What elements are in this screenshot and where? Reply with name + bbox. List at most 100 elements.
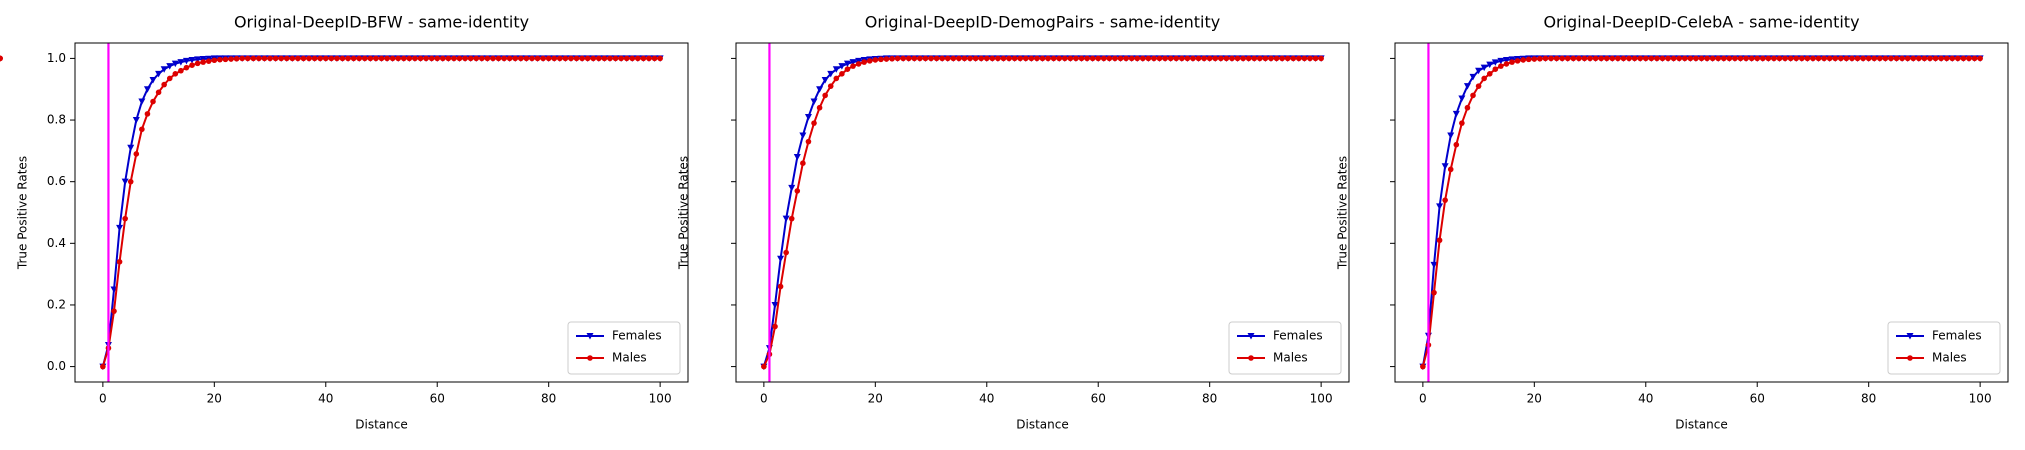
marker [182,57,190,65]
marker [1234,55,1241,62]
marker [1481,75,1487,82]
marker [1229,55,1235,62]
marker [133,151,140,157]
marker [1223,55,1230,62]
marker [1754,55,1761,62]
marker [189,62,195,68]
marker [373,55,379,62]
marker [933,55,940,62]
plot-frame [74,42,689,383]
marker [1637,55,1643,62]
marker [1184,55,1191,62]
y-tick-label: 0.6 [47,174,66,188]
marker [1576,55,1582,62]
marker [1938,55,1944,62]
marker [194,60,201,67]
y-tick-label: 0.4 [47,236,66,250]
legend-marker [1248,355,1254,361]
marker [1732,55,1738,62]
marker [1470,92,1476,99]
marker [657,55,663,62]
marker [799,132,807,139]
marker [400,55,407,62]
marker [623,55,630,62]
chart-title: Original-DeepID-DemogPairs - same-identi… [865,13,1220,32]
marker [1681,55,1688,62]
marker [1916,55,1922,62]
marker [1960,55,1967,62]
marker [1838,55,1844,62]
marker [601,55,608,62]
marker [1553,55,1560,62]
marker [1290,55,1297,62]
marker [1955,55,1961,62]
marker [1927,55,1933,62]
marker [445,55,452,62]
marker [490,55,496,62]
marker [1167,55,1174,62]
marker [551,55,558,62]
marker [849,59,857,66]
marker [367,55,374,62]
marker [155,89,162,96]
marker [1620,55,1627,62]
marker [1882,55,1889,62]
marker [782,215,790,223]
marker [816,104,823,111]
marker [928,55,934,62]
marker [972,55,979,62]
marker [1821,55,1827,62]
marker [1693,55,1699,62]
marker [1832,55,1839,62]
marker [1452,110,1460,118]
y-axis-label: True Positive Rates [16,156,30,270]
marker [161,81,167,88]
marker [289,55,296,62]
marker [866,58,873,64]
marker [794,188,801,194]
marker [127,178,134,185]
y-axis-label: True Positive Rates [677,156,691,270]
marker [295,55,301,62]
marker [529,55,535,62]
marker [506,55,513,62]
marker [1312,55,1319,62]
marker [188,56,196,64]
x-tick-label: 40 [318,392,333,406]
marker [1201,55,1207,62]
x-axis-label: Distance [355,418,407,432]
marker [1061,55,1068,62]
y-tick-label: 0.8 [47,113,66,127]
chart-title: Original-DeepID-BFW - same-identity [234,13,529,32]
marker [1877,55,1883,62]
marker [1084,55,1090,62]
marker [1865,55,1872,62]
marker [800,160,806,166]
marker [1151,55,1157,62]
marker [116,259,123,265]
marker [199,56,207,63]
data-line [1421,57,1981,367]
marker [1206,55,1213,62]
marker [1240,55,1246,62]
x-tick-label: 100 [1310,392,1333,406]
marker [127,144,135,152]
marker [1782,55,1788,62]
chart: Original-DeepID-DemogPairs - same-identi… [0,13,1350,432]
marker [1039,55,1046,62]
marker [1307,55,1313,62]
marker [1056,55,1063,62]
x-tick-label: 60 [1750,392,1765,406]
marker [1089,55,1096,62]
marker [1548,55,1554,62]
marker [233,55,240,62]
marker [1793,55,1800,62]
marker [878,56,884,63]
marker [132,117,140,124]
x-tick-label: 60 [430,392,445,406]
x-tick-label: 20 [207,392,222,406]
x-tick-label: 100 [649,392,672,406]
marker [1977,55,1983,62]
marker [1888,55,1894,62]
legend-label: Females [1273,329,1323,343]
